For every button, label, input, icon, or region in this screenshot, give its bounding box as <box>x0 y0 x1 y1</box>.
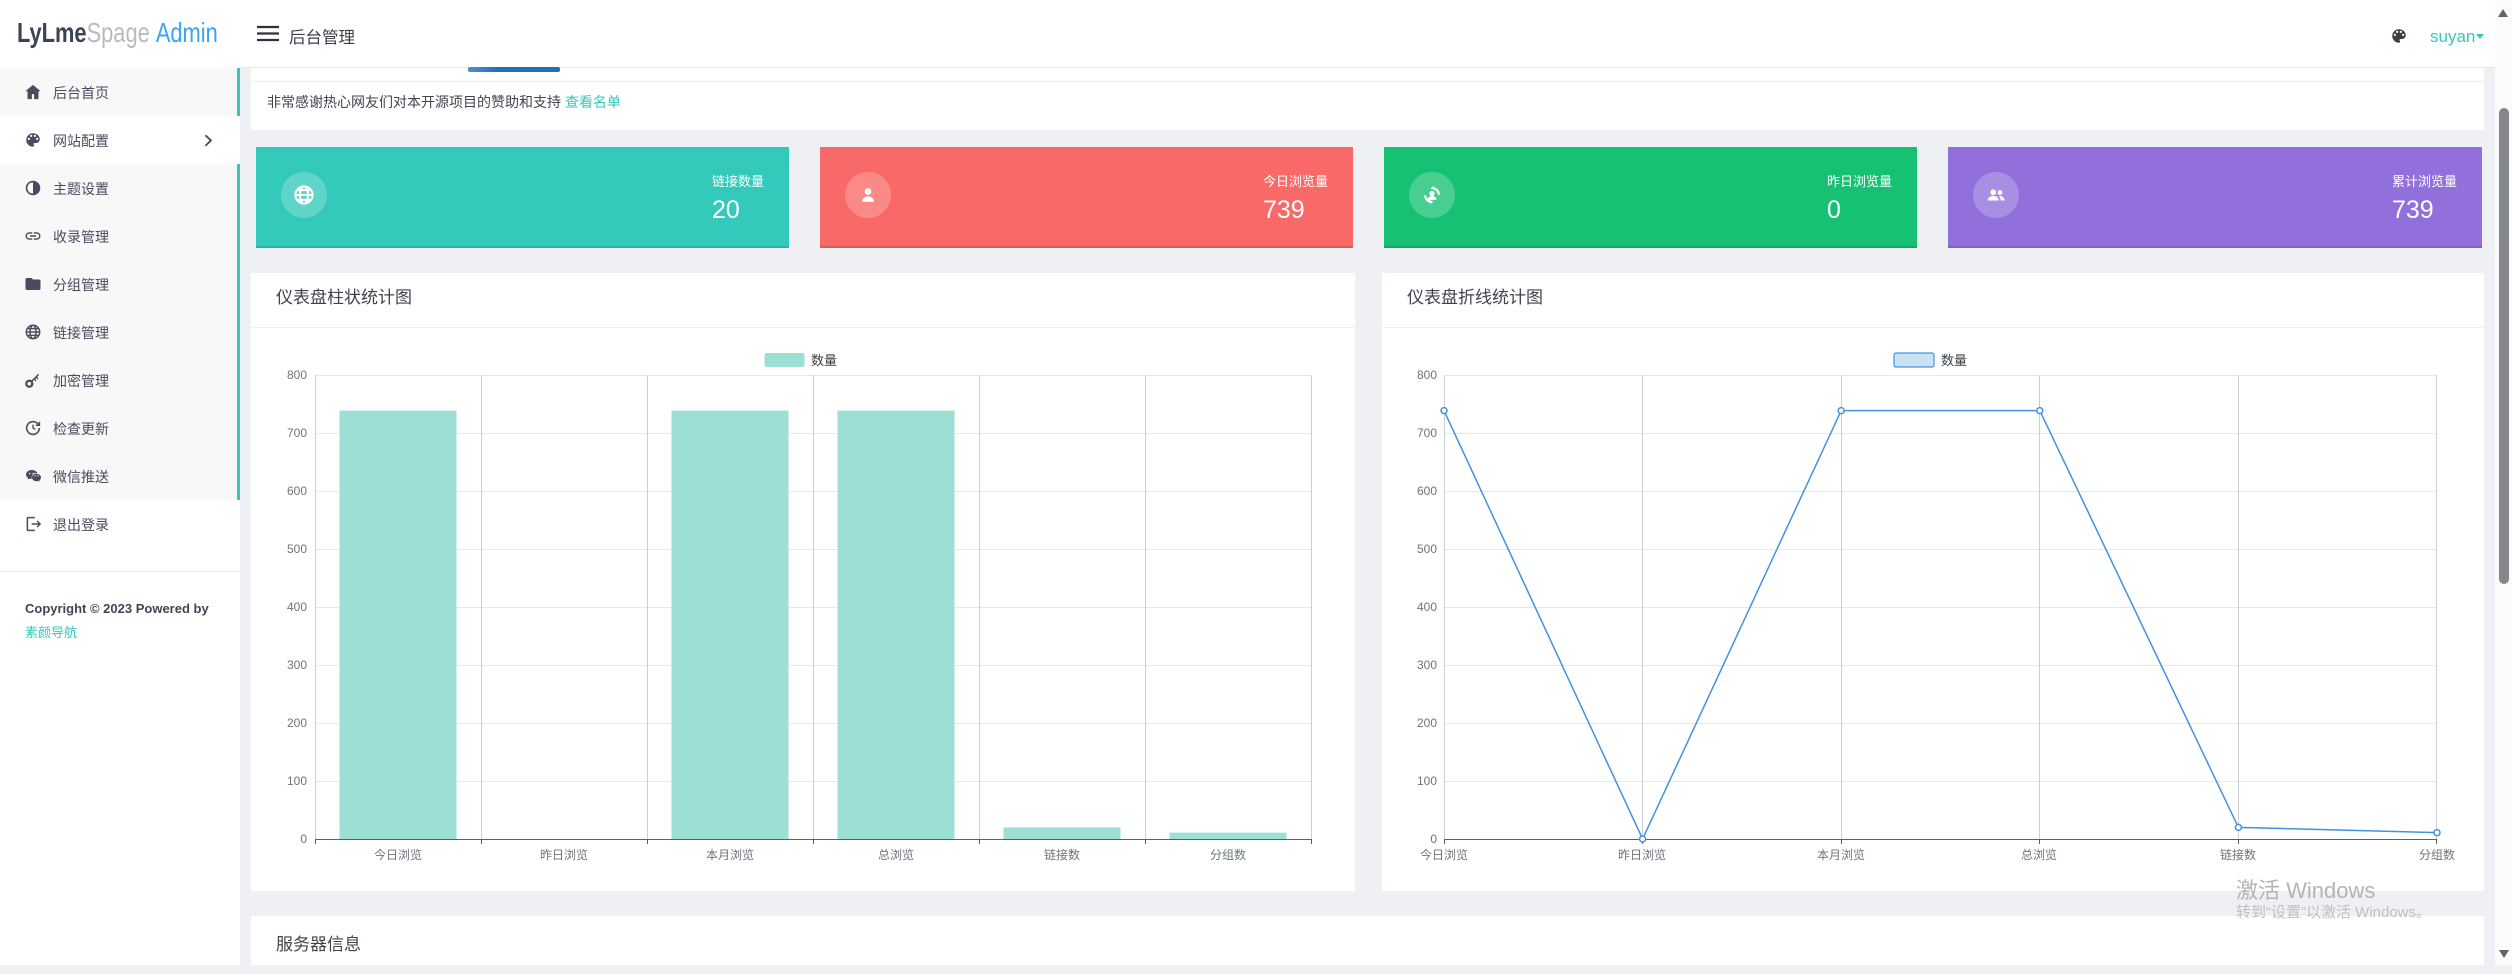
svg-text:700: 700 <box>287 426 307 440</box>
svg-text:800: 800 <box>1417 368 1437 382</box>
svg-text:600: 600 <box>1417 484 1437 498</box>
svg-text:分组数: 分组数 <box>2419 847 2455 862</box>
svg-text:本月浏览: 本月浏览 <box>706 847 754 862</box>
svg-text:本月浏览: 本月浏览 <box>1817 847 1865 862</box>
svg-text:今日浏览: 今日浏览 <box>1420 847 1468 862</box>
svg-text:400: 400 <box>287 600 307 614</box>
svg-text:200: 200 <box>1417 716 1437 730</box>
svg-text:100: 100 <box>287 774 307 788</box>
svg-text:总浏览: 总浏览 <box>2021 847 2057 862</box>
svg-text:今日浏览: 今日浏览 <box>374 847 422 862</box>
svg-text:500: 500 <box>1417 542 1437 556</box>
svg-text:昨日浏览: 昨日浏览 <box>540 847 588 862</box>
svg-text:链接数: 链接数 <box>2220 847 2256 862</box>
svg-text:700: 700 <box>1417 426 1437 440</box>
svg-text:数量: 数量 <box>811 353 837 368</box>
svg-text:600: 600 <box>287 484 307 498</box>
svg-text:300: 300 <box>1417 658 1437 672</box>
svg-text:昨日浏览: 昨日浏览 <box>1618 847 1666 862</box>
svg-text:100: 100 <box>1417 774 1437 788</box>
svg-text:0: 0 <box>300 832 307 846</box>
svg-text:800: 800 <box>287 368 307 382</box>
svg-text:总浏览: 总浏览 <box>878 847 914 862</box>
svg-text:分组数: 分组数 <box>1210 847 1246 862</box>
svg-text:300: 300 <box>287 658 307 672</box>
svg-text:链接数: 链接数 <box>1044 847 1080 862</box>
svg-text:400: 400 <box>1417 600 1437 614</box>
svg-text:200: 200 <box>287 716 307 730</box>
svg-text:数量: 数量 <box>1941 353 1967 368</box>
svg-text:500: 500 <box>287 542 307 556</box>
svg-text:0: 0 <box>1430 832 1437 846</box>
